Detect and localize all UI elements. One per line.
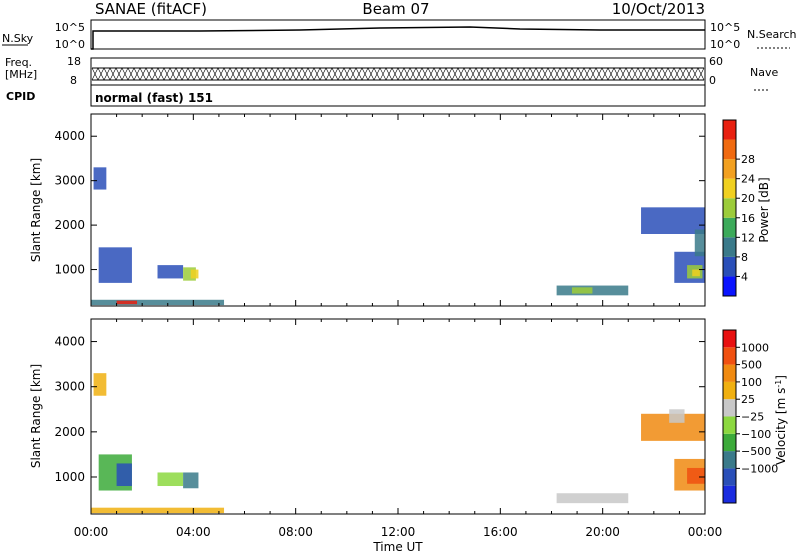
freq-right-tick-bottom: 0 [709, 74, 716, 87]
data-patch [571, 287, 593, 294]
x-tick-label: 16:00 [483, 525, 518, 539]
x-tick-label: 00:00 [688, 525, 723, 539]
data-patch [694, 229, 705, 257]
data-patch [116, 300, 138, 305]
colorbar-tick-label: 12 [741, 231, 755, 244]
data-patch [641, 207, 705, 234]
colorbar-tick-label: 28 [741, 153, 755, 166]
data-patch [692, 269, 700, 277]
data-patch [190, 269, 199, 279]
velocity-colorbar-label: Velocity [m s-1] [774, 375, 788, 465]
cpid-value: normal (fast) 151 [95, 91, 213, 105]
y-tick-label: 4000 [54, 129, 85, 143]
colorbar-tick-label: −25 [741, 411, 764, 424]
colorbar-tick-label: 16 [741, 212, 755, 225]
colorbar-swatch [723, 256, 736, 277]
colorbar-tick-label: −500 [741, 445, 771, 458]
colorbar-swatch [723, 120, 736, 140]
noise-left-tick-top: 10^5 [55, 21, 85, 34]
colorbar-swatch [723, 198, 736, 218]
noise-panel: N.Sky 10^5 10^0 10^5 10^0 N.Search [2, 19, 797, 51]
x-tick-label: 20:00 [585, 525, 620, 539]
y-tick-label: 1000 [54, 470, 85, 484]
colorbar-tick-label: −1000 [741, 462, 778, 475]
colorbar-swatch [723, 364, 736, 382]
data-patch [183, 472, 199, 489]
y-tick-label: 3000 [54, 174, 85, 188]
y-tick-label: 2000 [54, 218, 85, 232]
colorbar-tick-label: 1000 [741, 341, 769, 354]
noise-sky-label: N.Sky [2, 32, 34, 45]
colorbar-swatch [723, 433, 736, 452]
data-patch [91, 299, 225, 306]
colorbar-swatch [723, 178, 736, 199]
colorbar-tick-label: 500 [741, 359, 762, 372]
colorbar-swatch [723, 276, 736, 296]
colorbar-tick-label: 20 [741, 192, 755, 205]
colorbar-swatch [723, 451, 736, 469]
data-patch [98, 247, 132, 283]
colorbar-tick-label: 100 [741, 376, 762, 389]
data-patch [157, 265, 184, 279]
data-patch [157, 472, 184, 487]
colorbar-swatch [723, 468, 736, 486]
noise-sky-trace [91, 26, 705, 50]
noise-search-label: N.Search [747, 28, 797, 41]
noise-right-tick-top: 10^5 [710, 21, 740, 34]
colorbar-swatch [723, 330, 736, 348]
colorbar-swatch [723, 139, 736, 160]
date-title: 10/Oct/2013 [612, 0, 705, 18]
data-patch [93, 167, 107, 190]
power-panel: 1000 2000 3000 4000 Slant Range [km] 4 8 12 16… [29, 113, 771, 307]
x-tick-label: 08:00 [278, 525, 313, 539]
noise-right-tick-bottom: 10^0 [710, 38, 740, 51]
colorbar-tick-label: 25 [741, 393, 755, 406]
x-tick-label: 04:00 [176, 525, 211, 539]
y-tick-label: 3000 [54, 380, 85, 394]
colorbar-tick-label: 8 [741, 251, 748, 264]
velocity-panel: 1000 2000 3000 4000 Slant Range [km] 1000 50… [29, 318, 788, 554]
colorbar-swatch [723, 347, 736, 365]
x-tick-label: 12:00 [381, 525, 416, 539]
y-tick-label: 2000 [54, 425, 85, 439]
cpid-label: CPID [6, 90, 35, 103]
freq-label-line2: [MHz] [5, 68, 37, 81]
data-patch [687, 467, 705, 484]
cpid-panel: CPID normal (fast) 151 [6, 84, 706, 107]
colorbar-swatch [723, 485, 736, 503]
beam-title: Beam 07 [362, 0, 429, 18]
noise-left-tick-bottom: 10^0 [55, 38, 85, 51]
colorbar-swatch [723, 399, 736, 417]
colorbar-tick-label: −100 [741, 428, 771, 441]
frequency-trace [91, 67, 705, 81]
colorbar-swatch [723, 217, 736, 238]
colorbar-swatch [723, 159, 736, 179]
freq-label-line1: Freq. [5, 56, 32, 69]
colorbar-swatch [723, 381, 736, 400]
data-patch [93, 373, 107, 396]
velocity-ylabel: Slant Range [km] [29, 364, 43, 468]
frequency-panel: Freq. [MHz] 18 8 60 0 Nave [5, 55, 778, 91]
time-xlabel: Time UT [372, 540, 423, 554]
nave-label: Nave [750, 66, 778, 79]
power-ylabel: Slant Range [km] [29, 158, 43, 262]
colorbar-swatch [723, 416, 736, 434]
x-tick-label: 00:00 [74, 525, 109, 539]
data-patch [116, 463, 132, 487]
freq-left-tick-top: 18 [67, 55, 81, 68]
y-tick-label: 4000 [54, 335, 85, 349]
data-patch [669, 409, 685, 423]
y-tick-label: 1000 [54, 263, 85, 277]
data-patch [91, 507, 225, 514]
colorbar-swatch [723, 237, 736, 257]
station-title: SANAE (fitACF) [95, 0, 207, 18]
power-colorbar-label: Power [dB] [757, 177, 771, 242]
colorbar-tick-label: 4 [741, 270, 748, 283]
freq-right-tick-top: 60 [709, 55, 723, 68]
colorbar-tick-label: 24 [741, 173, 755, 186]
data-patch [556, 493, 629, 504]
freq-left-tick-bottom: 8 [70, 74, 77, 87]
